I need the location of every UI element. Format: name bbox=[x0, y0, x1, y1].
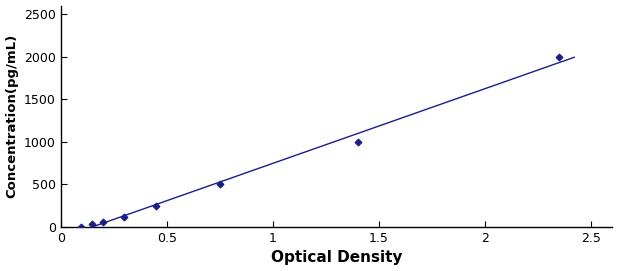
Y-axis label: Concentration(pg/mL): Concentration(pg/mL) bbox=[6, 34, 19, 198]
X-axis label: Optical Density: Optical Density bbox=[271, 250, 402, 265]
